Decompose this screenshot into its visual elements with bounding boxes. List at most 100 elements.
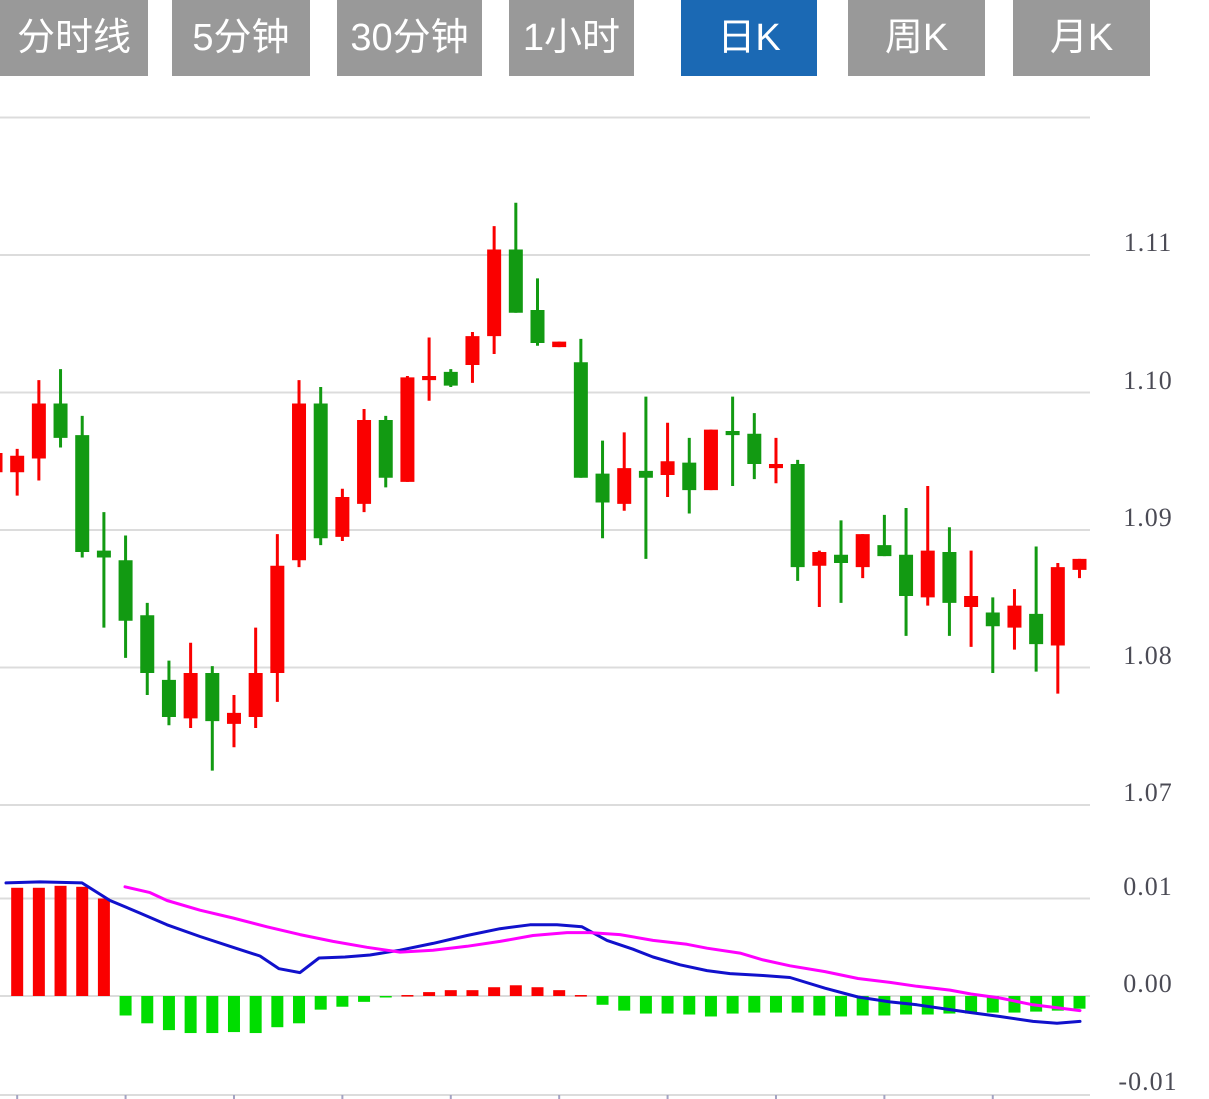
macd-dea-line xyxy=(123,885,1082,1013)
candle-down xyxy=(834,554,849,563)
tab-1hour[interactable]: 1小时 xyxy=(509,0,634,76)
macd-bar-negative xyxy=(358,996,371,1002)
candle-up xyxy=(768,464,783,469)
tab-5min[interactable]: 5分钟 xyxy=(172,0,310,76)
candle-up xyxy=(660,461,675,475)
macd-bar-negative xyxy=(704,996,717,1017)
candle-down xyxy=(205,673,220,722)
macd-bar-positive xyxy=(553,990,566,996)
candle-wick xyxy=(731,396,735,486)
macd-bar-negative xyxy=(379,996,392,998)
macd-bar-positive xyxy=(423,992,436,996)
macd-bar-positive xyxy=(574,995,587,997)
candle-down xyxy=(118,560,133,621)
macd-bar-negative xyxy=(141,996,154,1024)
candle-wick xyxy=(926,486,930,606)
candle-up xyxy=(10,455,25,473)
macd-bar-negative xyxy=(293,996,306,1024)
candle-down xyxy=(313,403,328,539)
macd-dif-line xyxy=(4,880,1082,1025)
macd-bar-negative xyxy=(726,996,739,1014)
macd-bar-negative xyxy=(618,996,631,1011)
price-axis-label: 1.09 xyxy=(1123,503,1173,532)
candle-up xyxy=(0,453,3,473)
candle-up xyxy=(812,552,827,566)
macd-bar-positive xyxy=(32,887,45,996)
candle-down xyxy=(75,435,90,552)
macd-bar-negative xyxy=(1073,996,1086,1009)
macd-bar-negative xyxy=(683,996,696,1015)
macd-bar-positive xyxy=(76,886,89,996)
candle-up xyxy=(487,249,502,337)
candle-down xyxy=(725,431,740,436)
candle-up xyxy=(1050,567,1065,646)
candle-up xyxy=(617,468,632,504)
candle-down xyxy=(443,371,458,386)
candle-down xyxy=(530,310,545,343)
macd-bar-negative xyxy=(900,996,913,1015)
macd-bar-positive xyxy=(509,985,522,996)
macd-bar-negative xyxy=(162,996,175,1031)
macd-bar-negative xyxy=(965,996,978,1014)
price-axis-label: 1.07 xyxy=(1123,778,1173,807)
candle-up xyxy=(703,429,718,491)
candle-wick xyxy=(102,512,106,628)
macd-bar-negative xyxy=(206,996,219,1034)
macd-bar-negative xyxy=(835,996,848,1017)
macd-bar-negative xyxy=(184,996,197,1034)
macd-bar-negative xyxy=(271,996,284,1028)
candle-up xyxy=(465,336,480,365)
macd-bar-negative xyxy=(661,996,674,1014)
macd-bar-negative xyxy=(314,996,327,1010)
candle-down xyxy=(595,473,610,503)
macd-bar-positive xyxy=(444,990,457,996)
candle-up xyxy=(292,403,307,561)
candle-up xyxy=(964,596,979,607)
candle-down xyxy=(790,464,805,568)
tab-monthly-k[interactable]: 月K xyxy=(1013,0,1150,76)
macd-bar-positive xyxy=(466,990,479,996)
tab-daily-k[interactable]: 日K xyxy=(681,0,817,76)
candle-down xyxy=(877,545,892,557)
macd-bar-negative xyxy=(336,996,349,1007)
candle-wick xyxy=(882,514,886,557)
candle-wick xyxy=(991,597,995,673)
candle-wick xyxy=(427,337,431,401)
candle-wick xyxy=(666,422,670,497)
candle-up xyxy=(357,420,372,504)
macd-bar-negative xyxy=(1008,996,1021,1013)
period-tabbar: 分时线 5分钟 30分钟 1小时 日K 周K 月K xyxy=(0,0,1209,76)
candle-down xyxy=(96,550,111,558)
candle-wick xyxy=(774,437,778,484)
macd-bar-positive xyxy=(401,995,414,997)
candle-up xyxy=(400,377,415,482)
macd-axis-label: -0.01 xyxy=(1118,1066,1178,1096)
candle-up xyxy=(1072,558,1087,570)
price-axis-label: 1.08 xyxy=(1123,640,1173,670)
candle-up xyxy=(226,712,241,724)
macd-axis-label: 0.00 xyxy=(1123,969,1173,998)
macd-bar-negative xyxy=(119,996,132,1016)
tab-timeline[interactable]: 分时线 xyxy=(0,0,148,76)
candle-up xyxy=(183,673,198,719)
macd-bar-negative xyxy=(748,996,761,1013)
candle-down xyxy=(985,612,1000,627)
macd-axis-label: 0.01 xyxy=(1123,871,1173,901)
candle-up xyxy=(855,534,870,568)
candle-down xyxy=(747,433,762,464)
macd-bar-positive xyxy=(97,898,110,996)
candle-down xyxy=(942,552,957,603)
macd-bar-negative xyxy=(986,996,999,1013)
candle-wick xyxy=(1034,546,1038,672)
candle-down xyxy=(1029,613,1044,645)
candle-up xyxy=(920,550,935,598)
tab-weekly-k[interactable]: 周K xyxy=(848,0,985,76)
candle-up xyxy=(248,673,263,717)
macd-bar-negative xyxy=(249,996,262,1034)
candle-down xyxy=(140,615,155,673)
candle-up xyxy=(552,341,567,348)
tab-30min[interactable]: 30分钟 xyxy=(337,0,482,76)
